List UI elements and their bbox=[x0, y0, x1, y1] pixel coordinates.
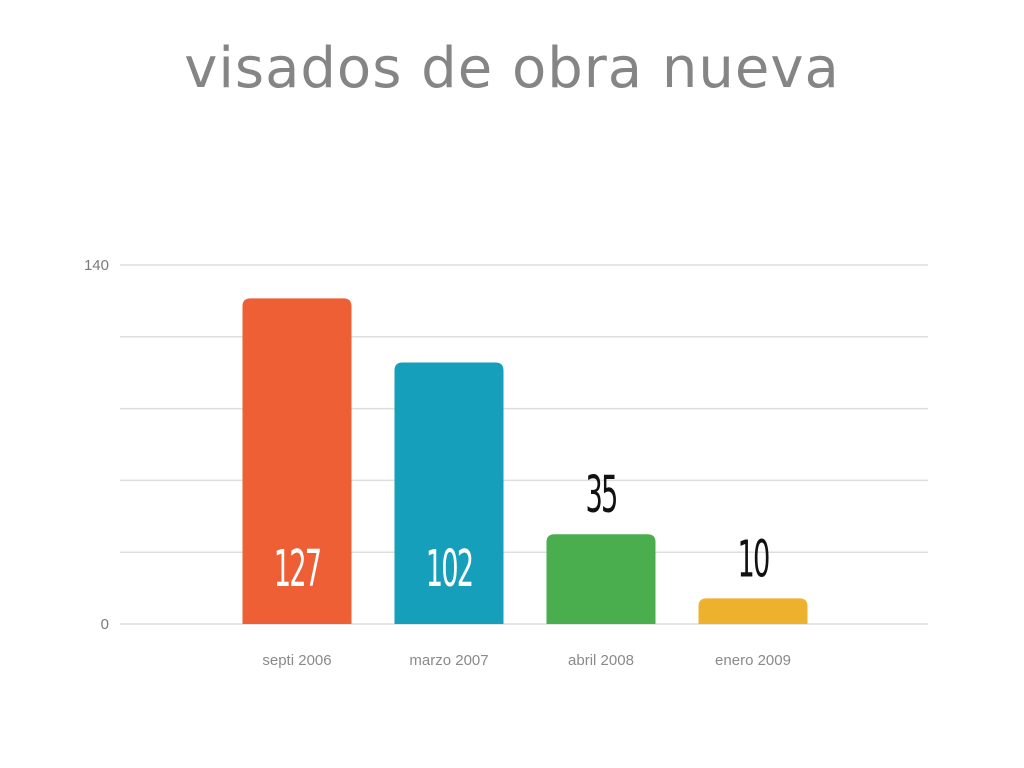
category-label-2: abril 2008 bbox=[568, 652, 634, 669]
chart-title: visados de obra nueva bbox=[184, 36, 840, 101]
bars bbox=[242, 298, 808, 624]
value-labels: 127 102 35 10 bbox=[274, 465, 771, 599]
category-label-3: enero 2009 bbox=[715, 652, 791, 669]
bar-3 bbox=[698, 598, 808, 624]
y-tick-label: 140 bbox=[84, 257, 109, 274]
value-label-1: 102 bbox=[426, 539, 472, 599]
value-label-0: 127 bbox=[274, 539, 320, 599]
bar-2 bbox=[546, 534, 656, 624]
category-label-1: marzo 2007 bbox=[409, 652, 488, 669]
y-axis-ticks: 0 140 bbox=[84, 257, 109, 633]
category-label-0: septi 2006 bbox=[262, 652, 331, 669]
value-label-2: 35 bbox=[586, 465, 617, 525]
bar-0 bbox=[242, 298, 352, 624]
y-tick-label: 0 bbox=[101, 616, 109, 633]
bar-1 bbox=[394, 362, 504, 624]
value-label-3: 10 bbox=[738, 529, 770, 589]
x-axis-labels: septi 2006 marzo 2007 abril 2008 enero 2009 bbox=[262, 652, 791, 669]
gridlines bbox=[120, 264, 928, 625]
